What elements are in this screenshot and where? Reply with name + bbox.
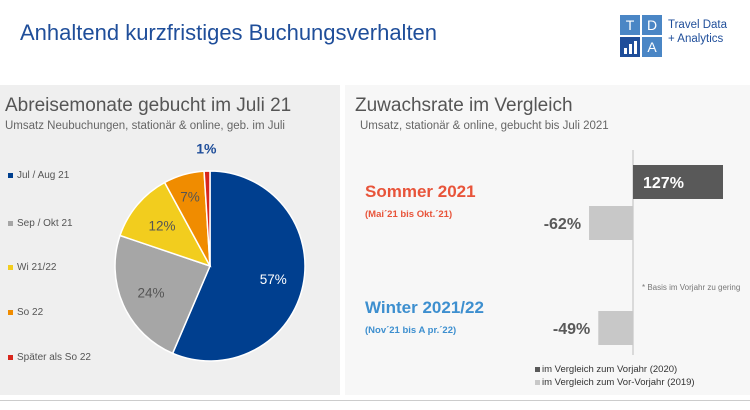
legend-swatch [8, 172, 13, 178]
pie-subtitle: Umsatz Neubuchungen, stationär & online,… [5, 120, 285, 132]
legend-label: im Vergleich zum Vor-Vorjahr (2019) [542, 377, 695, 388]
bar-chart-panel: Zuwachsrate im Vergleich Umsatz, station… [345, 85, 750, 395]
legend-label: Jul / Aug 21 [17, 170, 70, 181]
legend-label: im Vergleich zum Vorjahr (2020) [542, 364, 678, 375]
legend-swatch [8, 220, 13, 226]
pie-legend-item-sep-okt-21: Sep / Okt 21 [8, 218, 73, 229]
category-winter-2021-22-period: (Nov´21 bis A pr.´22) [365, 325, 457, 336]
category-sommer-2021-period: (Mai´21 bis Okt.´21) [365, 209, 453, 220]
logo-cell-d: D [642, 15, 662, 35]
bar-subtitle: Umsatz, stationär & online, gebucht bis … [360, 120, 609, 132]
bar-sommer-2021-vorjahr [633, 165, 723, 199]
legend-label: Später als So 22 [17, 352, 91, 363]
pie-slice-spaeter-als-so-22 [203, 170, 211, 267]
logo-text-line1: Travel Data [668, 19, 728, 31]
pie-legend-item-wi-21-22: Wi 21/22 [8, 262, 56, 273]
pie-legend-item-spaeter-als-so-22: Später als So 22 [8, 352, 91, 363]
bottom-divider [0, 400, 750, 401]
pie-title: Abreisemonate gebucht im Juli 21 [5, 95, 292, 116]
pie-legend-item-jul-aug-21: Jul / Aug 21 [8, 170, 69, 181]
category-sommer-2021-name: Sommer 2021 [365, 182, 476, 201]
bar-legend-item-vorjahr: im Vergleich zum Vorjahr (2020) [535, 364, 677, 375]
logo-cell-bars [620, 37, 640, 57]
logo-cell-t: T [620, 15, 640, 35]
bar-label-sommer-2021-vor-vorjahr: -62% [544, 216, 581, 233]
legend-swatch [8, 354, 13, 360]
pie-label-jul-aug-21: 57% [260, 272, 287, 287]
pie-chart: 57% 24% 12% 7% 1% [114, 140, 306, 362]
legend-swatch [535, 379, 540, 385]
legend-label: So 22 [17, 307, 44, 318]
legend-label: Sep / Okt 21 [17, 218, 73, 229]
bar-label-winter-2021-22-vor-vorjahr: -49% [553, 321, 590, 338]
pie-slice-wi-21-22 [119, 181, 212, 268]
pie-legend-item-so-22: So 22 [8, 307, 43, 318]
pie-chart-panel: Abreisemonate gebucht im Juli 21 Umsatz … [0, 85, 340, 395]
bar-label-sommer-2021-vorjahr: 127% [643, 175, 684, 192]
bar-sommer-2021-vor-vorjahr [589, 206, 633, 240]
pie-slice-jul-aug-21 [171, 170, 306, 362]
pie-label-spaeter-als-so-22: 1% [196, 140, 217, 156]
pie-label-sep-okt-21: 24% [137, 285, 164, 300]
bar-legend-item-vor-vorjahr: im Vergleich zum Vor-Vorjahr (2019) [535, 377, 695, 388]
logo-text-line2: + Analytics [668, 33, 724, 45]
pie-slice-sep-okt-21 [114, 234, 212, 355]
pie-label-so-22: 7% [180, 190, 200, 205]
legend-swatch [535, 366, 540, 372]
bar-footnote: * Basis im Vorjahr zu gering [642, 283, 741, 292]
legend-label: Wi 21/22 [17, 262, 57, 273]
bar-title: Zuwachsrate im Vergleich [355, 95, 573, 116]
tda-logo: T D A [620, 15, 662, 57]
bar-chart-icon [624, 41, 637, 54]
bar-chart: 127% -62% -49% [544, 150, 723, 355]
pie-label-wi-21-22: 12% [149, 219, 176, 234]
bar-winter-2021-22-vor-vorjahr [598, 311, 633, 345]
category-winter-2021-22-name: Winter 2021/22 [365, 298, 484, 317]
logo-cell-a: A [642, 37, 662, 57]
legend-swatch [8, 309, 13, 315]
page-title: Anhaltend kurzfristiges Buchungsverhalte… [20, 20, 438, 45]
logo-text: Travel Data + Analytics [668, 18, 727, 46]
legend-swatch [8, 264, 13, 270]
